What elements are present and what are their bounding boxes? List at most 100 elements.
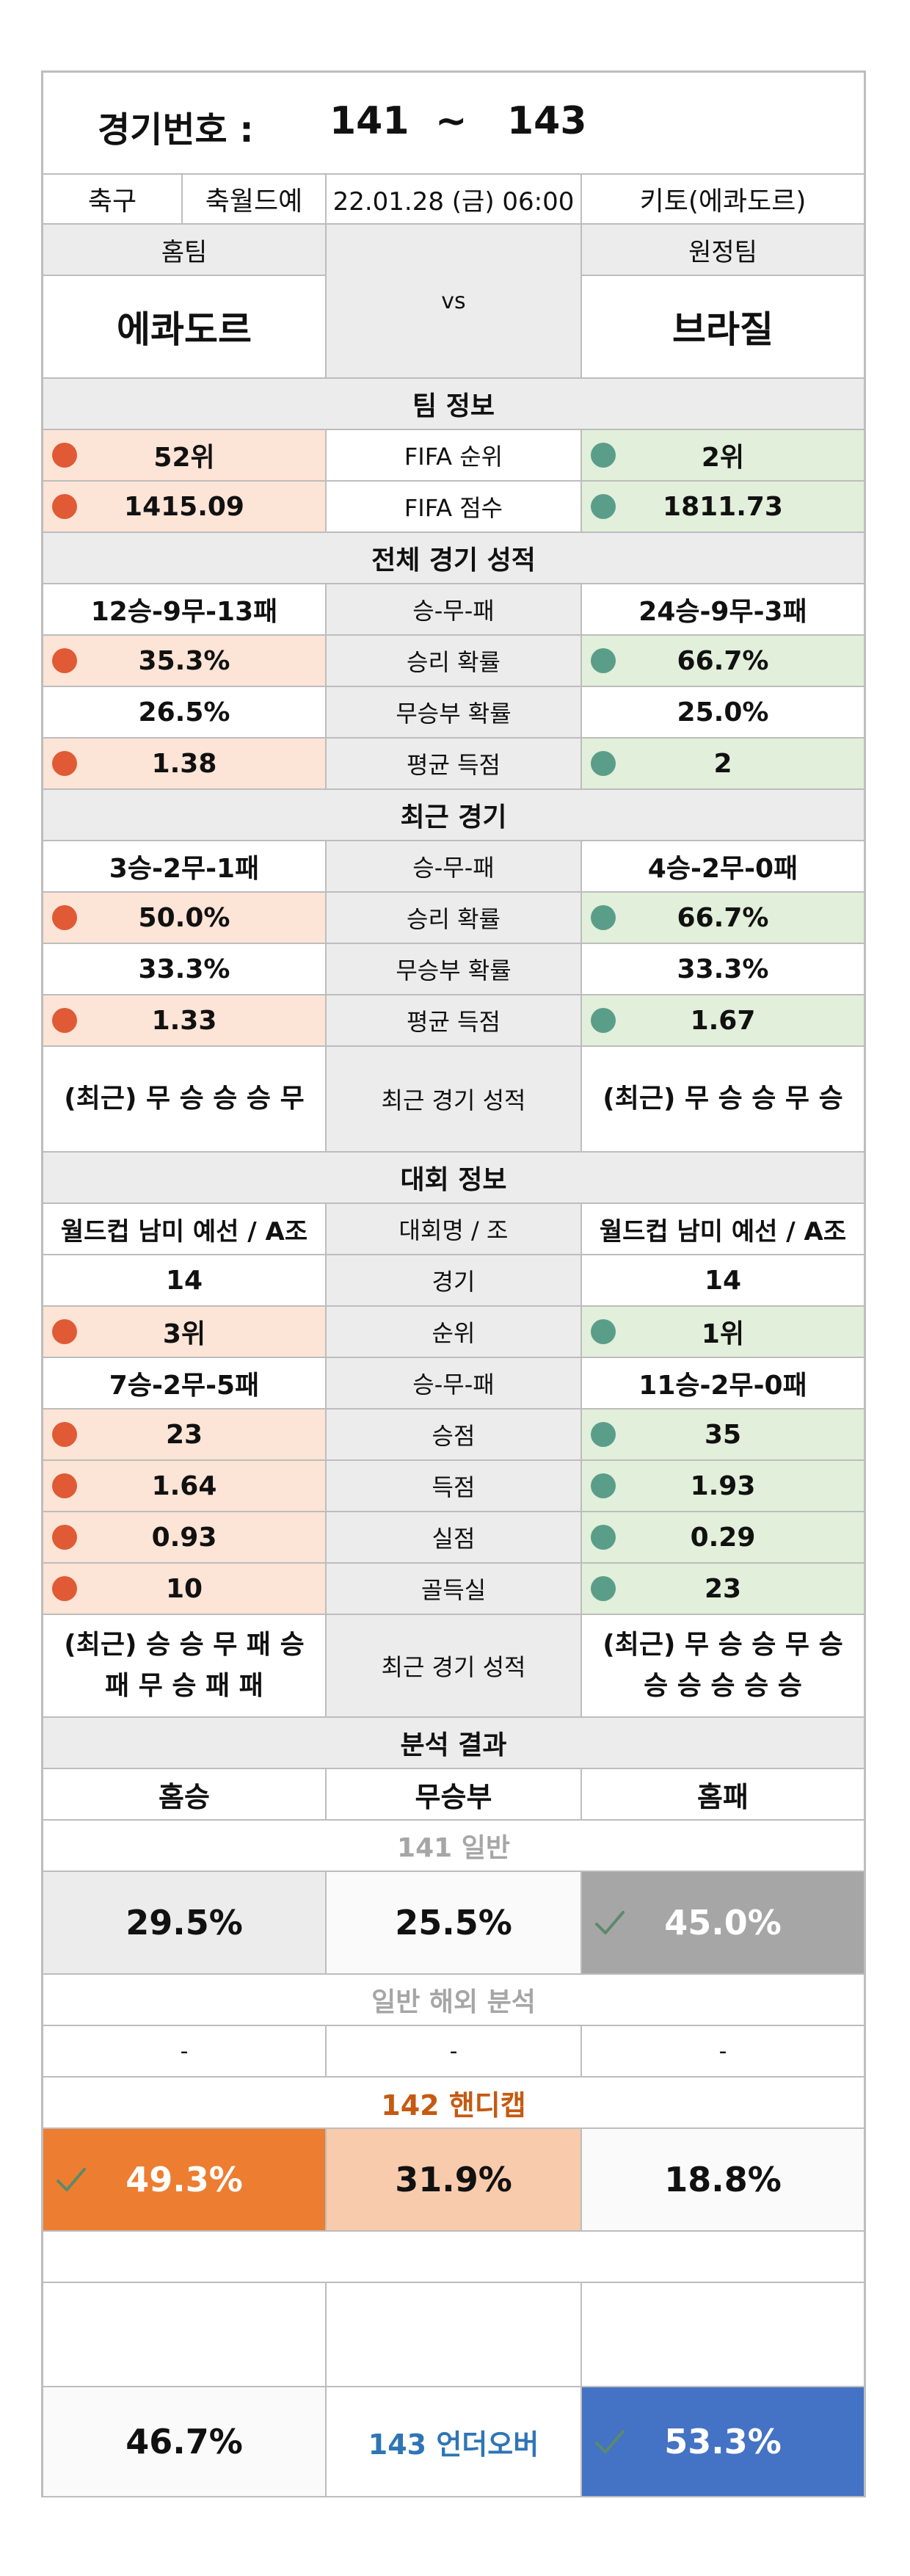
home-stat-cell: 33.3% xyxy=(41,944,327,995)
venue-label: 키토(에콰도르) xyxy=(639,186,807,217)
form-label-cell: 최근 경기 성적 xyxy=(327,1047,582,1153)
away-marker-icon xyxy=(591,1525,616,1550)
check-mark-icon xyxy=(595,1911,625,1934)
general-draw-value: 25.5% xyxy=(395,1903,512,1942)
stat-label-cell: FIFA 점수 xyxy=(327,482,582,533)
away-stat-value: 1.93 xyxy=(690,1470,756,1501)
home-stat-cell: 0.93 xyxy=(41,1512,327,1564)
team-info-title-cell: 팀 정보 xyxy=(41,379,866,430)
away-marker-icon xyxy=(591,1422,616,1447)
general-draw-cell: 25.5% xyxy=(327,1872,582,1975)
home-marker-icon xyxy=(52,443,77,468)
stat-label: 순위 xyxy=(432,1319,476,1347)
home-stat-value: 3승-2무-1패 xyxy=(109,854,260,884)
stat-label-cell: 득점 xyxy=(327,1461,582,1512)
home-form-cell: (최근) 무 승 승 승 무 xyxy=(41,1047,327,1153)
home-team-label-cell: 홈팀 xyxy=(41,225,327,276)
home-stat-value: 23 xyxy=(165,1419,203,1450)
stat-label-cell: 승리 확률 xyxy=(327,893,582,944)
away-stat-value: 33.3% xyxy=(677,954,769,984)
tournament-row: 월드컵 남미 예선 / A조 대회명 / 조 월드컵 남미 예선 / A조 xyxy=(41,1204,866,1255)
form-label-cell: 최근 경기 성적 xyxy=(327,1615,582,1718)
match-number-label: 경기번호 : xyxy=(98,109,254,150)
recent-title-cell: 최근 경기 xyxy=(41,790,866,841)
tournament-title-cell: 대회 정보 xyxy=(41,1153,866,1204)
recent-header: 최근 경기 xyxy=(41,790,866,841)
home-marker-icon xyxy=(52,905,77,930)
spacer-cell xyxy=(41,2232,866,2283)
handicap-away-value: 18.8% xyxy=(664,2160,782,2199)
home-stat-value: 14 xyxy=(165,1265,203,1296)
home-stat-value: 1.38 xyxy=(151,748,217,779)
stat-label-cell: 실점 xyxy=(327,1512,582,1564)
col-home-loss: 홈패 xyxy=(697,1780,749,1813)
stat-label-cell: 무승부 확률 xyxy=(327,944,582,995)
away-stat-cell: 1위 xyxy=(582,1307,866,1358)
home-stat-value: 52위 xyxy=(153,443,215,473)
stat-label-cell: 평균 득점 xyxy=(327,739,582,790)
general-away-cell: 45.0% xyxy=(582,1872,866,1975)
handicap-away-cell: 18.8% xyxy=(582,2129,866,2232)
stat-label: 득점 xyxy=(432,1473,476,1501)
stat-label: 무승부 확률 xyxy=(396,700,512,728)
home-stat-value: 10 xyxy=(165,1573,203,1604)
away-stat-cell: 0.29 xyxy=(582,1512,866,1564)
away-marker-icon xyxy=(591,1319,616,1344)
analysis-title: 분석 결과 xyxy=(400,1730,507,1760)
spacer-row xyxy=(41,2232,866,2283)
home-stat-cell: 52위 xyxy=(41,430,327,482)
away-stat-value: 66.7% xyxy=(677,902,769,933)
stat-label: 실점 xyxy=(432,1525,476,1553)
col-away-win-cell: 홈패 xyxy=(582,1769,866,1821)
home-stat-value: 12승-9무-13패 xyxy=(90,597,278,627)
away-stat-value: 24승-9무-3패 xyxy=(638,597,807,627)
general-home-cell: 29.5% xyxy=(41,1872,327,1975)
tournament-form-row: (최근) 승 승 무 패 승 패 무 승 패 패 최근 경기 성적 (최근) 무… xyxy=(41,1615,866,1718)
home-stat-cell: 1415.09 xyxy=(41,482,327,533)
stat-label: 승리 확률 xyxy=(407,905,500,933)
stat-label-cell: 경기 xyxy=(327,1255,582,1307)
overseas-home-cell: - xyxy=(41,2026,327,2078)
home-stat-cell: 3승-2무-1패 xyxy=(41,841,327,893)
home-marker-icon xyxy=(52,1473,77,1498)
away-marker-icon xyxy=(591,1576,616,1601)
overseas-title: 일반 해외 분석 xyxy=(371,1987,536,2017)
team-info-row: 1415.09 FIFA 점수 1811.73 xyxy=(41,482,866,533)
away-form: (최근) 무 승 승 무 승 xyxy=(603,1084,843,1114)
form-label: 최근 경기 성적 xyxy=(381,1086,526,1114)
stat-label-cell: 승리 확률 xyxy=(327,636,582,687)
home-stat-cell: 10 xyxy=(41,1564,327,1615)
handicap-home-cell: 49.3% xyxy=(41,2129,327,2232)
stat-label-cell: 승점 xyxy=(327,1409,582,1461)
home-stat-value: 35.3% xyxy=(138,645,230,676)
stat-label: 승-무-패 xyxy=(412,1371,495,1398)
home-stat-value: 1415.09 xyxy=(124,491,244,522)
stat-label-cell: 승-무-패 xyxy=(327,841,582,893)
league-label: 축월드예 xyxy=(205,186,303,217)
away-marker-icon xyxy=(591,905,616,930)
stat-label-cell: 무승부 확률 xyxy=(327,687,582,739)
overall-title: 전체 경기 성적 xyxy=(371,545,536,576)
home-form: (최근) 무 승 승 승 무 xyxy=(64,1084,305,1114)
col-draw-cell: 무승부 xyxy=(327,1769,582,1821)
overall-header: 전체 경기 성적 xyxy=(41,533,866,584)
tournament-row: 14 경기 14 xyxy=(41,1255,866,1307)
stat-label: 대회명 / 조 xyxy=(398,1216,509,1244)
analysis-columns-row: 홈승 무승부 홈패 xyxy=(41,1769,866,1821)
home-stat-value: 50.0% xyxy=(138,902,230,933)
overall-row: 35.3% 승리 확률 66.7% xyxy=(41,636,866,687)
away-form-line: 승 승 승 승 승 xyxy=(644,1671,802,1701)
stat-label: 경기 xyxy=(432,1268,476,1296)
away-marker-icon xyxy=(591,648,616,673)
blank-cell xyxy=(582,2283,866,2387)
stat-label-cell: 승-무-패 xyxy=(327,584,582,636)
venue-cell: 키토(에콰도르) xyxy=(582,175,866,225)
away-stat-value: 14 xyxy=(704,1265,742,1296)
check-mark-icon xyxy=(57,2168,86,2191)
analysis-title-cell: 분석 결과 xyxy=(41,1718,866,1769)
away-stat-value: 66.7% xyxy=(677,645,769,676)
stat-label: 무승부 확률 xyxy=(396,957,512,984)
overseas-values-row: - - - xyxy=(41,2026,866,2078)
away-stat-value: 월드컵 남미 예선 / A조 xyxy=(599,1216,847,1247)
under-value: 46.7% xyxy=(125,2422,243,2461)
